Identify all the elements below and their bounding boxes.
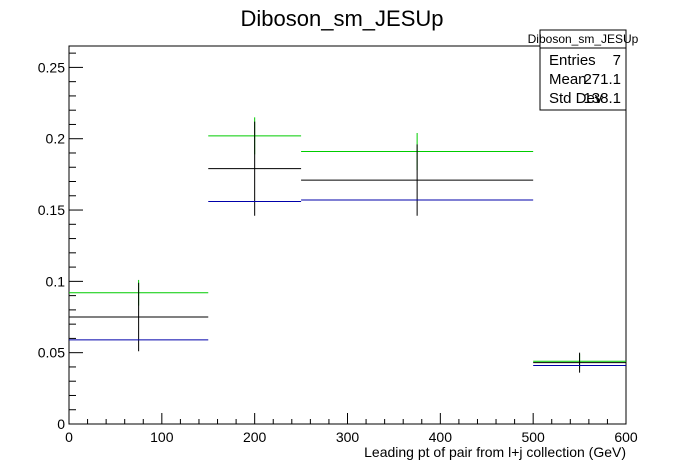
stats-row-label: Mean xyxy=(549,71,587,88)
chart-title: Diboson_sm_JESUp xyxy=(241,6,444,31)
x-tick-label: 400 xyxy=(429,429,453,445)
x-tick-label: 100 xyxy=(150,429,174,445)
y-tick-label: 0.2 xyxy=(46,131,66,147)
y-tick-label: 0.05 xyxy=(38,345,65,361)
x-tick-label: 200 xyxy=(243,429,267,445)
y-tick-label: 0.15 xyxy=(38,202,65,218)
x-axis: 0 100 200 300 400 500 600 xyxy=(65,413,638,445)
y-tick-label: 0.1 xyxy=(46,273,66,289)
series-1 xyxy=(69,121,626,373)
series-layer xyxy=(69,117,626,373)
x-tick-label: 500 xyxy=(521,429,545,445)
stats-row-value: 138.1 xyxy=(583,90,621,107)
y-axis: 0 0.05 0.1 0.15 0.2 0.25 xyxy=(38,52,83,432)
stats-box-title: Diboson_sm_JESUp xyxy=(528,32,639,46)
y-tick-label: 0.25 xyxy=(38,59,65,75)
series-2 xyxy=(69,199,626,367)
stats-box-frame xyxy=(539,29,627,111)
stats-row-value: 7 xyxy=(613,52,621,69)
x-tick-label: 300 xyxy=(336,429,360,445)
x-axis-label: Leading pt of pair from l+j collection (… xyxy=(364,444,626,460)
stats-row-label: Entries xyxy=(549,52,596,69)
x-tick-label: 0 xyxy=(65,429,73,445)
stats-row-label: Std Dev xyxy=(549,90,603,107)
series-0 xyxy=(69,117,626,369)
y-tick-label: 0 xyxy=(57,416,65,432)
x-tick-label: 600 xyxy=(614,429,638,445)
stats-row-value: 271.1 xyxy=(583,71,621,88)
